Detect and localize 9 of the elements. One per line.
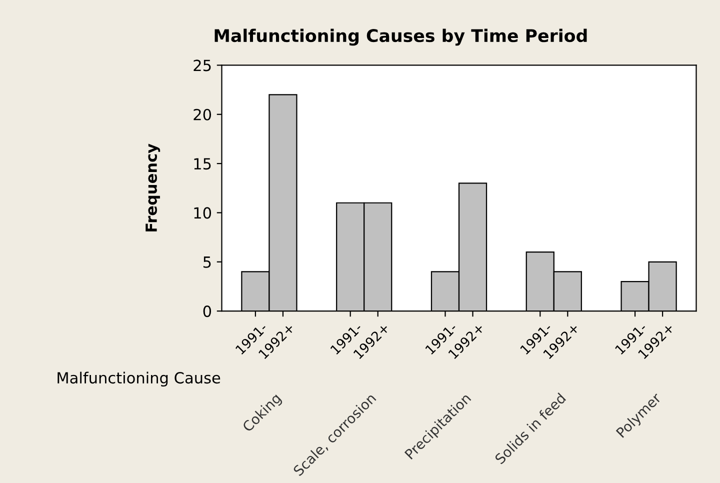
x-axis-title: Malfunctioning Cause	[58, 372, 220, 387]
y-tick-label: 0	[203, 306, 212, 318]
y-tick-label: 20	[194, 108, 212, 120]
chart-title: Malfunctioning Causes by Time Period	[214, 28, 587, 46]
y-tick-label: 10	[194, 207, 212, 219]
y-axis-title: Frequency	[146, 144, 160, 232]
y-tick-label: 15	[194, 158, 211, 170]
y-tick-label: 5	[203, 256, 211, 268]
y-tick-label: 25	[194, 60, 211, 72]
